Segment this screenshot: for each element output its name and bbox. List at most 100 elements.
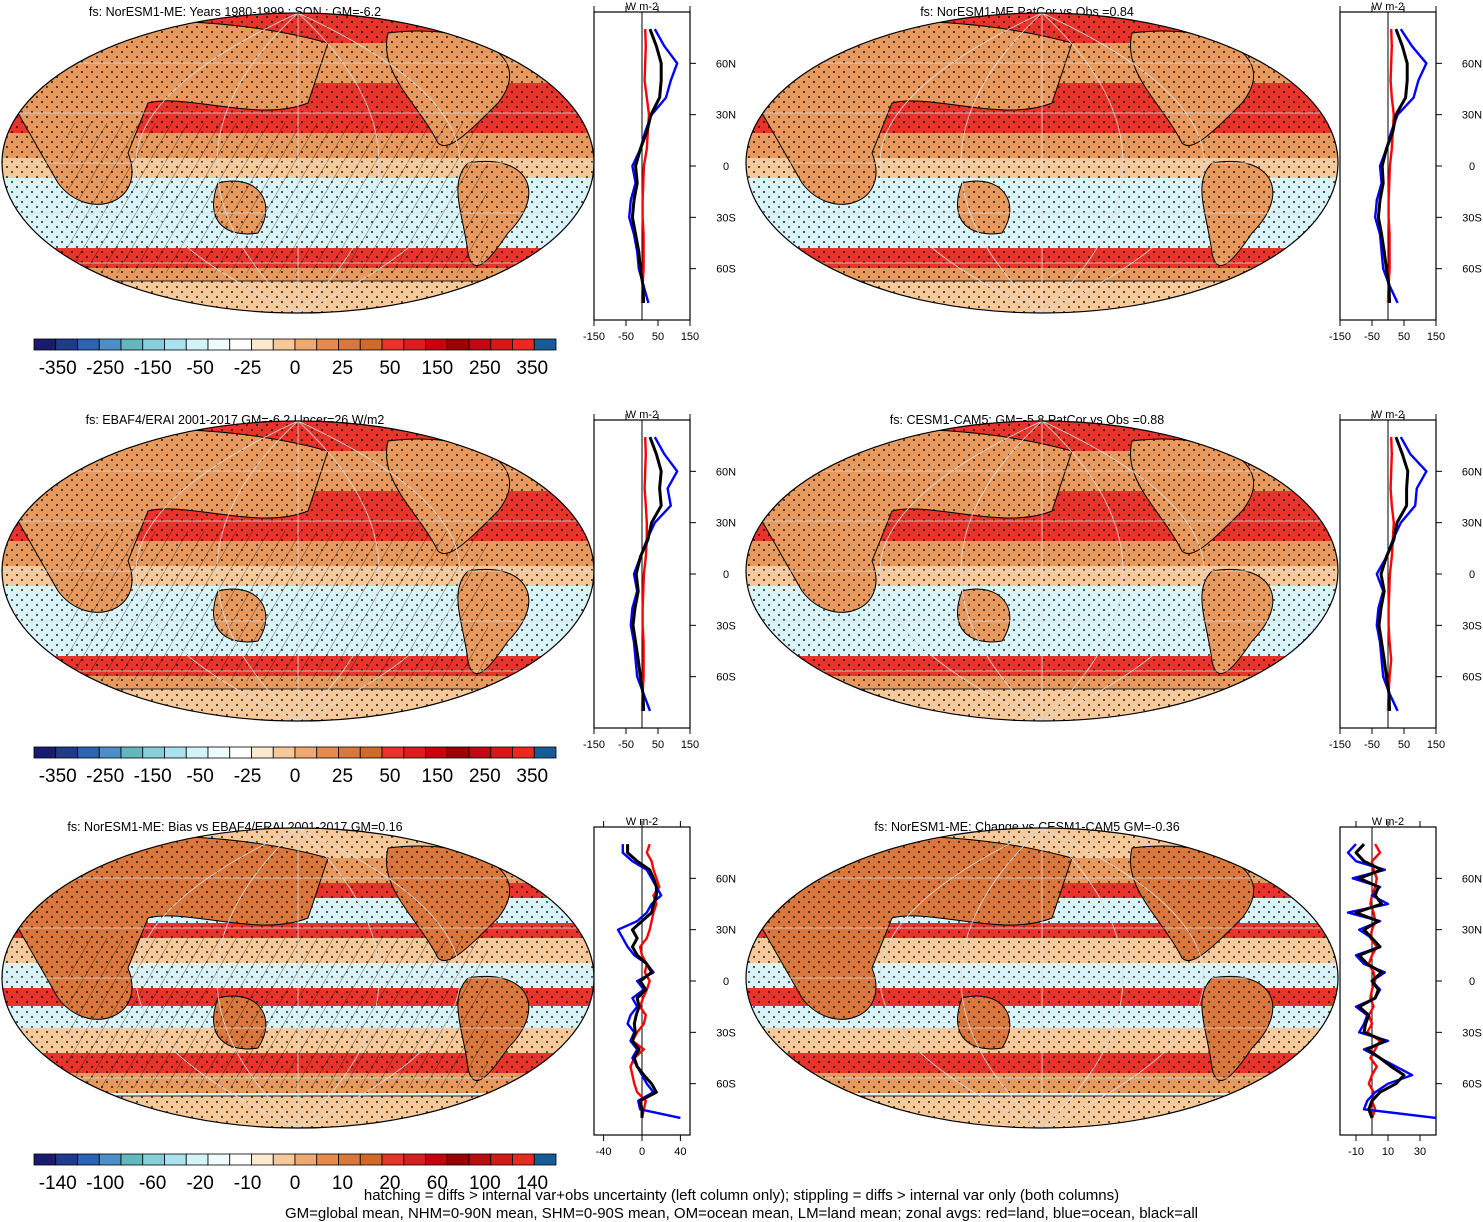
footer-line-2: GM=global mean, NHM=0-90N mean, SHM=0-90…	[284, 1205, 1198, 1222]
x-tick-label: 150	[681, 739, 699, 751]
graticule-meridian	[960, 13, 1043, 313]
x-tick-label: -150	[583, 739, 605, 751]
map-field	[2, 828, 594, 1128]
graticule-meridian	[135, 828, 299, 1128]
colorbar-box	[512, 338, 535, 351]
colorbar-box	[164, 746, 187, 759]
y-tick-label: 30N	[716, 518, 736, 530]
colorbar-box	[490, 338, 513, 351]
colorbar-box	[77, 746, 100, 759]
panel-3: fs: EBAF4/ERAI 2001-2017 GM=-6.2 Uncer=2…	[1, 409, 736, 787]
colorbar-box	[33, 1153, 57, 1166]
hatch-overlay	[68, 531, 488, 681]
series-all	[626, 844, 658, 1118]
y-tick-label: 30S	[1462, 1027, 1482, 1039]
colorbar-box	[164, 338, 187, 351]
graticule-meridian	[216, 13, 299, 313]
y-tick-label: 30N	[1462, 518, 1482, 530]
colorbar-label: 50	[379, 766, 400, 787]
y-tick-label: 60N	[1462, 466, 1482, 478]
y-tick-label: 30N	[1462, 925, 1482, 937]
colorbar-label: -150	[134, 358, 172, 379]
y-tick-label: 60S	[1462, 1079, 1482, 1091]
x-tick-label: 50	[1398, 739, 1410, 751]
y-tick-label: 60N	[716, 58, 736, 70]
y-tick-label: 30S	[716, 1027, 736, 1039]
colorbar-box	[77, 1153, 100, 1166]
zonal-panel: -150 -50 50 150 W m-2 60N 30N 0 30S 60S	[583, 409, 736, 751]
colorbar-box	[425, 1153, 448, 1166]
panel-grid: fs: NorESM1-ME: Years 1980-1999 : SON : …	[1, 1, 1482, 1194]
graticule-meridian	[135, 13, 299, 313]
series-land	[640, 437, 648, 711]
y-tick-label: 60S	[716, 264, 736, 276]
x-tick-label: 40	[674, 1146, 686, 1158]
colorbar-box	[533, 1153, 557, 1166]
colorbar-box	[229, 746, 252, 759]
colorbar-box	[425, 746, 448, 759]
graticule-meridian	[216, 421, 299, 721]
series-all	[1377, 436, 1410, 711]
zonal-panel: -40 0 40 W m-2 60N 30N 0 30S 60S	[593, 816, 736, 1158]
colorbar-label: 0	[290, 358, 301, 379]
x-tick-label: -10	[1348, 1146, 1364, 1158]
colorbar-box	[533, 338, 557, 351]
colorbar-box	[33, 746, 57, 759]
colorbar-label: 140	[516, 1173, 548, 1194]
graticule-meridian	[1041, 828, 1205, 1128]
x-tick-label: 30	[1414, 1146, 1426, 1158]
colorbar-box	[251, 746, 274, 759]
series-all	[1376, 28, 1409, 303]
colorbar-box	[142, 1153, 165, 1166]
colorbar-label: -350	[39, 358, 77, 379]
y-tick-label: 60N	[716, 466, 736, 478]
x-tick-label: 150	[1427, 331, 1445, 343]
hatch-overlay	[68, 123, 488, 273]
graticule-meridian	[1041, 421, 1205, 721]
unit-label: W m-2	[1372, 816, 1404, 828]
unit-label: W m-2	[626, 409, 658, 421]
y-tick-label: 0	[723, 569, 729, 581]
colorbar-box	[251, 338, 274, 351]
colorbar-box	[316, 746, 339, 759]
colorbar-label: 150	[422, 766, 454, 787]
colorbar-box	[185, 746, 209, 759]
x-tick-label: -50	[1364, 739, 1380, 751]
graticule-meridian	[1041, 828, 1124, 1128]
colorbar-label: 350	[516, 766, 548, 787]
colorbar-box	[251, 1153, 274, 1166]
graticule-meridian	[297, 421, 380, 721]
colorbar-box	[490, 746, 513, 759]
colorbar-box	[55, 338, 78, 351]
colorbar-label: 20	[379, 1173, 400, 1194]
x-tick-label: 0	[639, 1146, 645, 1158]
colorbar-box	[533, 746, 557, 759]
panel-5: fs: NorESM1-ME: Bias vs EBAF4/ERAI 2001-…	[1, 816, 736, 1194]
colorbar-box	[207, 746, 231, 759]
colorbar-label: -140	[39, 1173, 77, 1194]
colorbar-box	[468, 338, 492, 351]
colorbar-box	[490, 1153, 513, 1166]
series-ocean	[1375, 436, 1428, 712]
colorbar-label: 50	[379, 358, 400, 379]
zonal-panel: -150 -50 50 150 W m-2 60N 30N 0 30S 60S	[1329, 1, 1482, 343]
colorbar-box	[98, 338, 122, 351]
colorbar-label: -20	[186, 1173, 213, 1194]
colorbar-box	[316, 1153, 339, 1166]
colorbar-label: -50	[186, 358, 213, 379]
colorbar-box	[381, 746, 405, 759]
unit-label: W m-2	[1372, 409, 1404, 421]
graticule-meridian	[879, 13, 1043, 313]
colorbar-box	[77, 338, 100, 351]
colorbar-label: -50	[186, 766, 213, 787]
colorbar-box	[142, 338, 165, 351]
colorbar-box	[338, 1153, 361, 1166]
colorbar-box	[468, 746, 492, 759]
colorbar-label: 0	[290, 1173, 301, 1194]
colorbar-label: 25	[332, 358, 353, 379]
colorbar-label: 350	[516, 358, 548, 379]
colorbar-label: 250	[469, 358, 501, 379]
colorbar-label: 250	[469, 766, 501, 787]
graticule-meridian	[216, 828, 299, 1128]
graticule-meridian	[879, 828, 1043, 1128]
